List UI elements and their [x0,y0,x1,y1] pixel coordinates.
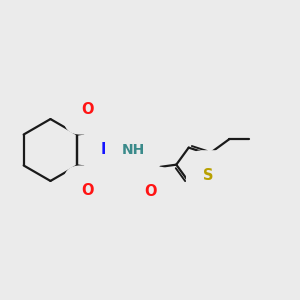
Text: S: S [203,168,214,183]
Text: O: O [81,183,93,198]
Text: NH: NH [122,143,145,157]
Text: O: O [81,102,93,117]
Text: N: N [100,142,113,158]
Text: O: O [144,184,157,199]
